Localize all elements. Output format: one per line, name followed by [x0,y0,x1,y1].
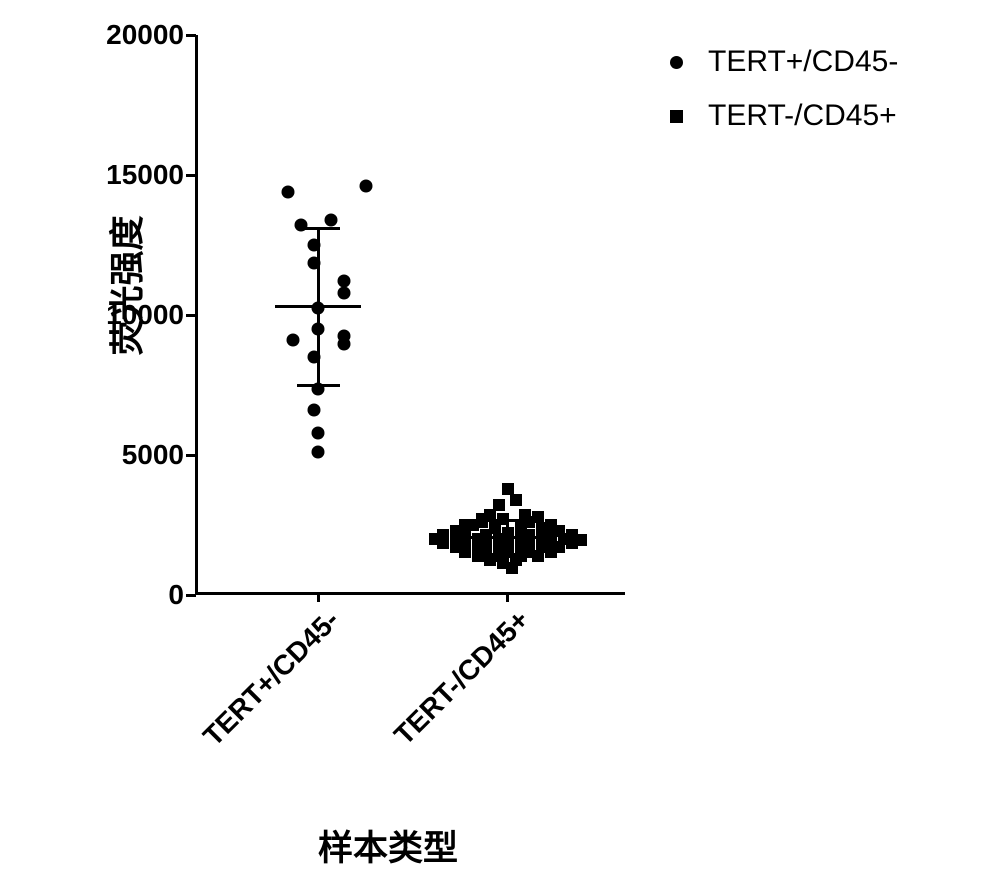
data-point [359,180,372,193]
data-point [312,446,325,459]
plot-area: 05000100001500020000TERT+/CD45-TERT-/CD4… [195,35,625,595]
y-tick [186,594,196,597]
y-tick [186,314,196,317]
data-point [545,546,557,558]
data-point [338,337,351,350]
data-point [312,383,325,396]
data-point [312,323,325,336]
y-tick-label: 20000 [106,19,184,51]
data-point [476,516,488,528]
x-axis-label: 样本类型 [318,820,458,871]
x-tick [506,592,509,602]
x-tick [317,592,320,602]
data-point [312,302,325,315]
chart-container: 05000100001500020000TERT+/CD45-TERT-/CD4… [40,20,960,870]
data-point [484,554,496,566]
data-point [459,546,471,558]
legend-label: TERT-/CD45+ [708,99,897,133]
data-point [325,213,338,226]
x-tick-label: TERT+/CD45- [182,604,346,768]
data-point [308,257,321,270]
data-point [312,426,325,439]
legend-item: TERT+/CD45- [670,45,898,79]
data-point [510,494,522,506]
legend-label: TERT+/CD45- [708,45,898,79]
data-point [566,537,578,549]
y-tick-label: 15000 [106,159,184,191]
data-point [506,562,518,574]
data-point [338,287,351,300]
data-point [502,483,514,495]
data-point [308,404,321,417]
x-tick-label: TERT-/CD45+ [371,604,535,768]
square-icon [670,110,683,123]
data-point [437,537,449,549]
legend-item: TERT-/CD45+ [670,99,898,133]
data-point [308,239,321,252]
circle-icon [670,56,683,69]
data-point [286,334,299,347]
y-axis-label: 荧光强度 [100,215,151,355]
data-point [308,351,321,364]
legend: TERT+/CD45- TERT-/CD45+ [670,45,898,153]
data-point [472,550,484,562]
y-tick [186,34,196,37]
y-tick [186,454,196,457]
data-point [282,186,295,199]
y-tick [186,174,196,177]
data-point [338,275,351,288]
y-tick-label: 0 [168,579,184,611]
data-point [295,219,308,232]
data-point [532,550,544,562]
y-tick-label: 5000 [122,439,184,471]
